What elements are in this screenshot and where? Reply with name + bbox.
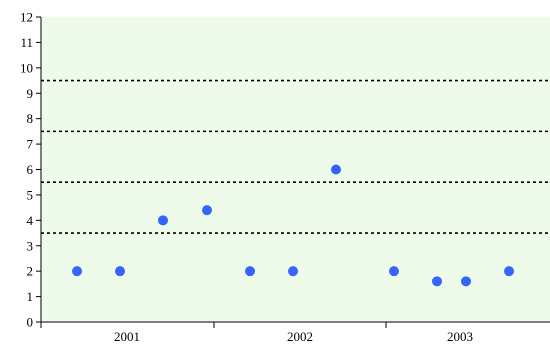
data-point <box>115 266 125 277</box>
data-point <box>389 266 399 277</box>
y-tick-label: 4 <box>27 213 34 228</box>
data-point <box>158 215 168 226</box>
x-axis-ticks: 2001 2002 2003 <box>40 322 473 344</box>
y-tick-label: 10 <box>20 60 33 75</box>
y-tick-label: 11 <box>20 35 33 50</box>
data-point <box>461 276 471 287</box>
x-category-label: 2001 <box>114 329 140 344</box>
x-category-label: 2002 <box>287 329 313 344</box>
y-tick-label: 0 <box>27 315 34 330</box>
data-point <box>72 266 82 277</box>
y-tick-label: 6 <box>27 162 34 177</box>
y-tick-label: 7 <box>27 137 34 152</box>
x-category-label: 2003 <box>447 329 473 344</box>
y-tick-label: 2 <box>27 264 34 279</box>
y-tick-label: 12 <box>20 10 33 25</box>
y-tick-label: 1 <box>27 289 34 304</box>
y-tick-label: 8 <box>27 111 34 126</box>
data-point <box>331 164 341 175</box>
data-points <box>72 164 514 287</box>
y-tick-label: 3 <box>27 238 34 253</box>
reference-lines <box>41 79 550 234</box>
y-tick-label: 5 <box>27 187 34 202</box>
plot-area <box>41 17 550 322</box>
y-tick-label: 9 <box>27 86 34 101</box>
data-point <box>245 266 255 277</box>
data-point <box>432 276 442 287</box>
data-point <box>202 205 212 216</box>
data-point <box>288 266 298 277</box>
data-point <box>504 266 514 277</box>
